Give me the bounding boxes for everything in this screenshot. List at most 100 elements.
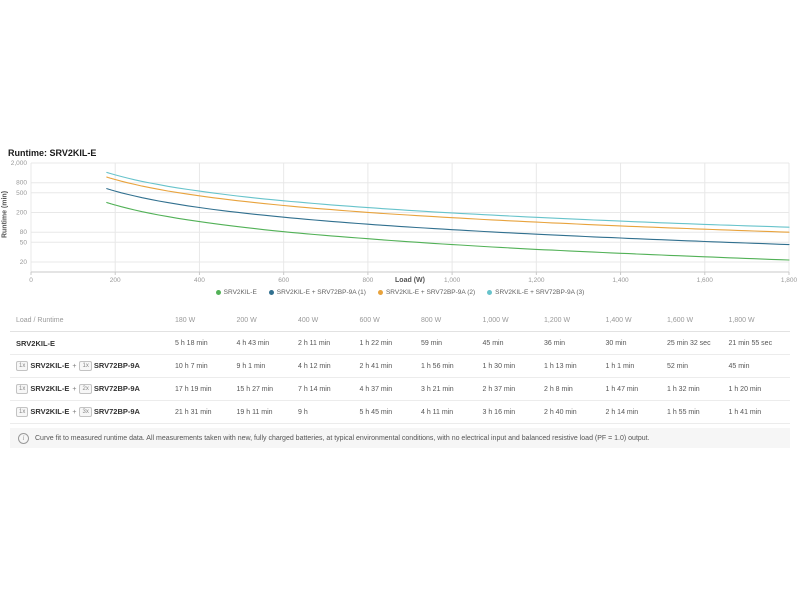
legend-label: SRV2KIL-E + SRV72BP-9A (1) [276, 289, 366, 296]
runtime-table: Load / Runtime 180 W 200 W 400 W 600 W 800 W… [10, 310, 790, 424]
legend-item-3[interactable]: SRV2KIL-E + SRV72BP-9A (3) [487, 289, 584, 296]
column-header: 180 W [175, 317, 196, 324]
runtime-cell: 1 h 41 min [728, 408, 762, 416]
footnote-bar: i Curve fit to measured runtime data. Al… [10, 428, 790, 448]
legend-dot-icon [268, 290, 274, 295]
qty-badge: 1x [79, 361, 92, 371]
runtime-cell: 1 h 47 min [605, 385, 639, 393]
runtime-cell: 15 h 27 min [236, 385, 274, 393]
runtime-cell: 1 h 13 min [544, 362, 577, 370]
runtime-cell: 19 h 11 min [236, 408, 273, 416]
y-tick-label: 20 [20, 259, 28, 266]
legend-item-0[interactable]: SRV2KIL-E [215, 289, 257, 296]
runtime-cell: 5 h 45 min [359, 408, 393, 416]
runtime-cell: 2 h 41 min [359, 362, 393, 370]
runtime-cell: 7 h 14 min [298, 385, 331, 393]
legend-item-2[interactable]: SRV2KIL-E + SRV72BP-9A (2) [377, 289, 476, 296]
legend-dot-icon [377, 290, 383, 295]
runtime-cell: 2 h 11 min [298, 339, 331, 347]
column-header: 200 W [236, 317, 257, 324]
column-header: 600 W [359, 317, 380, 324]
qty-badge: 1x [16, 361, 29, 371]
runtime-cell: 4 h 12 min [298, 362, 331, 370]
series-curve-2 [106, 176, 790, 233]
runtime-cell: 45 min [728, 362, 750, 370]
column-header: 1,400 W [605, 317, 632, 324]
runtime-cell: 1 h 32 min [667, 385, 700, 393]
runtime-cell: 17 h 19 min [175, 385, 212, 393]
x-tick-label: 1,800 [781, 277, 798, 284]
product-name: SRV2KIL-E [30, 407, 70, 416]
table-row-3: 1x SRV2KIL-E +3x SRV72BP-9A 21 h 31 min 19 h … [10, 401, 790, 424]
product-name: SRV72BP-9A [93, 361, 140, 370]
table-header-row: Load / Runtime 180 W 200 W 400 W 600 W 800 W… [10, 310, 790, 332]
qty-badge: 2x [79, 384, 92, 394]
y-tick-label: 200 [16, 210, 27, 217]
runtime-cell: 1 h 30 min [482, 362, 516, 370]
y-tick-label: 800 [16, 180, 27, 187]
runtime-cell: 2 h 14 min [605, 408, 639, 416]
x-tick-label: 800 [362, 277, 373, 284]
runtime-cell: 3 h 16 min [482, 408, 516, 416]
runtime-cell: 30 min [605, 339, 627, 347]
x-tick-label: 200 [110, 277, 121, 284]
runtime-cell: 21 h 31 min [175, 408, 212, 416]
runtime-cell: 9 h [298, 408, 308, 416]
series-curve-3 [106, 171, 790, 228]
x-tick-label: 1,600 [697, 277, 714, 284]
plus-separator: + [72, 363, 77, 370]
x-tick-label: 1,200 [528, 277, 545, 284]
column-header: 400 W [298, 317, 319, 324]
row-label: 1x SRV2KIL-E +2x SRV72BP-9A [10, 384, 175, 394]
y-tick-label: 80 [20, 229, 28, 236]
runtime-cell: 45 min [482, 339, 504, 347]
legend-label: SRV2KIL-E + SRV72BP-9A (2) [385, 289, 476, 296]
qty-badge: 1x [16, 384, 29, 394]
runtime-cell: 2 h 8 min [544, 385, 573, 393]
row-label: 1x SRV2KIL-E +1x SRV72BP-9A [10, 361, 175, 371]
runtime-cell: 1 h 56 min [421, 362, 454, 370]
x-axis-title: Load (W) [395, 277, 425, 284]
table-row-2: 1x SRV2KIL-E +2x SRV72BP-9A 17 h 19 min 15 h … [10, 378, 790, 401]
qty-badge: 3x [79, 407, 92, 417]
x-tick-label: 1,400 [612, 277, 629, 284]
runtime-cell: 1 h 55 min [667, 408, 700, 416]
legend-label: SRV2KIL-E [223, 289, 257, 296]
page-title: Runtime: SRV2KIL-E [8, 148, 97, 158]
plus-separator: + [72, 409, 77, 416]
runtime-cell: 1 h 22 min [359, 339, 393, 347]
legend-dot-icon [487, 290, 493, 295]
y-tick-label: 2,000 [11, 160, 28, 167]
column-header: 800 W [421, 317, 442, 324]
runtime-cell: 59 min [421, 339, 443, 347]
product-name: SRV72BP-9A [93, 384, 140, 393]
product-name: SRV2KIL-E [30, 384, 70, 393]
info-icon: i [18, 432, 29, 444]
runtime-cell: 4 h 43 min [236, 339, 270, 347]
legend-dot-icon [215, 290, 221, 295]
runtime-cell: 10 h 7 min [175, 362, 208, 370]
runtime-cell: 2 h 37 min [482, 385, 516, 393]
y-tick-label: 500 [16, 190, 27, 197]
series-curve-0 [106, 201, 790, 261]
runtime-cell: 36 min [544, 339, 566, 347]
series-curve-1 [106, 188, 790, 246]
row-label: SRV2KIL-E [10, 339, 175, 348]
column-header: 1,800 W [728, 317, 755, 324]
y-tick-label: 50 [20, 239, 28, 246]
column-header: 1,600 W [667, 317, 694, 324]
runtime-cell: 3 h 21 min [421, 385, 454, 393]
x-tick-label: 0 [29, 277, 33, 284]
product-name: SRV72BP-9A [93, 407, 140, 416]
runtime-cell: 1 h 1 min [605, 362, 635, 370]
plus-separator: + [72, 386, 77, 393]
row-label: 1x SRV2KIL-E +3x SRV72BP-9A [10, 407, 175, 417]
legend-item-1[interactable]: SRV2KIL-E + SRV72BP-9A (1) [268, 289, 366, 296]
table-corner-label: Load / Runtime [16, 317, 64, 324]
x-tick-label: 600 [278, 277, 289, 284]
footnote-text: Curve fit to measured runtime data. All … [35, 434, 650, 442]
x-tick-label: 1,000 [444, 277, 461, 284]
runtime-cell: 4 h 37 min [359, 385, 393, 393]
